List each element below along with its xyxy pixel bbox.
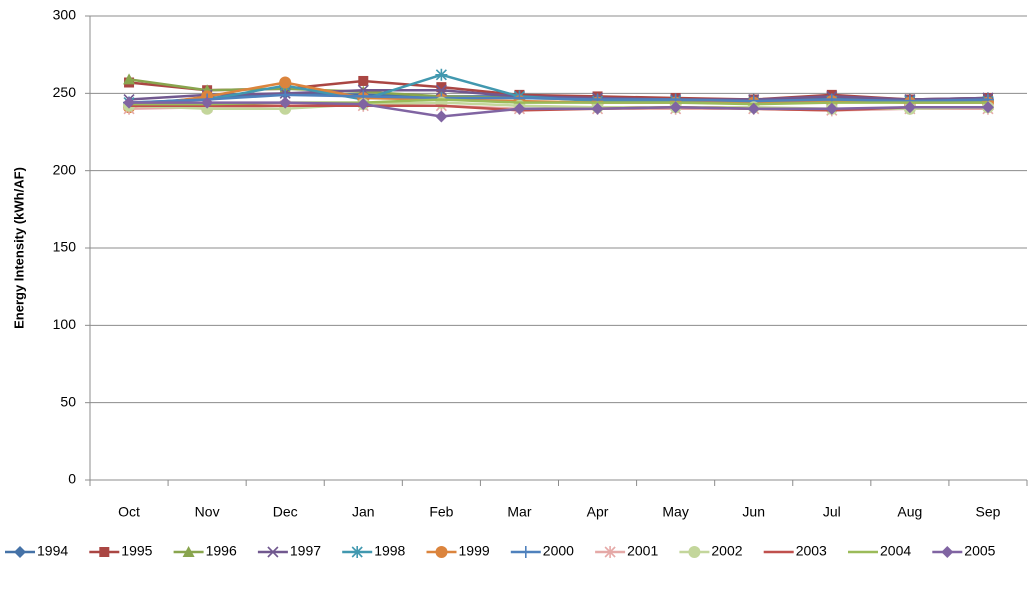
legend-label: 1999 [459, 543, 490, 559]
x-tick-label: Nov [195, 504, 220, 520]
series-line [128, 93, 988, 104]
marker [669, 101, 682, 114]
marker [435, 84, 447, 96]
y-tick-label: 50 [60, 393, 76, 409]
marker [435, 68, 448, 81]
x-tick-label: Sep [975, 504, 1000, 520]
legend-label: 2005 [964, 543, 995, 559]
legend-marker [435, 546, 448, 558]
legend-label: 1998 [374, 543, 405, 559]
x-tick-label: Aug [897, 504, 922, 520]
legend-label: 1996 [206, 543, 237, 559]
y-tick-label: 250 [53, 84, 77, 100]
y-axis-title: Energy Intensity (kWh/AF) [11, 167, 26, 329]
marker [591, 102, 604, 115]
x-tick-label: Jun [742, 504, 765, 520]
legend-label: 2003 [796, 543, 827, 559]
legend-marker [351, 546, 364, 558]
y-tick-label: 300 [53, 7, 77, 23]
marker [903, 101, 916, 114]
legend-label: 1997 [290, 543, 321, 559]
series [123, 96, 994, 123]
legend-marker [267, 546, 279, 558]
marker [123, 73, 136, 85]
marker [825, 102, 838, 115]
marker [201, 96, 214, 109]
x-tick-label: Oct [118, 504, 140, 520]
legend-marker [519, 546, 532, 558]
marker [435, 110, 448, 123]
marker [279, 76, 292, 89]
marker [123, 96, 136, 109]
series-line [128, 88, 988, 101]
x-tick-label: Mar [507, 504, 531, 520]
y-tick-label: 0 [68, 471, 76, 487]
legend-label: 1994 [37, 543, 68, 559]
x-tick-label: Jul [823, 504, 841, 520]
legend-marker [941, 546, 954, 558]
marker [436, 82, 447, 93]
legend-label: 2001 [627, 543, 658, 559]
x-tick-label: Apr [587, 504, 609, 520]
legend-marker [604, 546, 617, 558]
legend-marker [14, 546, 26, 558]
legend-marker [99, 547, 110, 557]
y-tick-label: 200 [53, 161, 77, 177]
legend-label: 2002 [711, 543, 742, 559]
y-tick-label: 100 [53, 316, 77, 332]
legend-marker [182, 546, 195, 557]
legend-label: 2000 [543, 543, 574, 559]
y-tick-label: 150 [53, 239, 77, 255]
legend-label: 2004 [880, 543, 911, 559]
series-line [129, 101, 988, 118]
x-tick-label: Jan [352, 504, 375, 520]
marker [513, 102, 526, 115]
marker [358, 75, 369, 86]
x-tick-label: Feb [429, 504, 453, 520]
x-tick-label: Dec [273, 504, 298, 520]
marker [981, 101, 994, 114]
marker [747, 102, 760, 115]
x-tick-label: May [662, 504, 688, 520]
marker [279, 96, 292, 109]
legend-marker [688, 546, 701, 558]
legend-label: 1995 [121, 543, 152, 559]
marker [357, 98, 370, 111]
